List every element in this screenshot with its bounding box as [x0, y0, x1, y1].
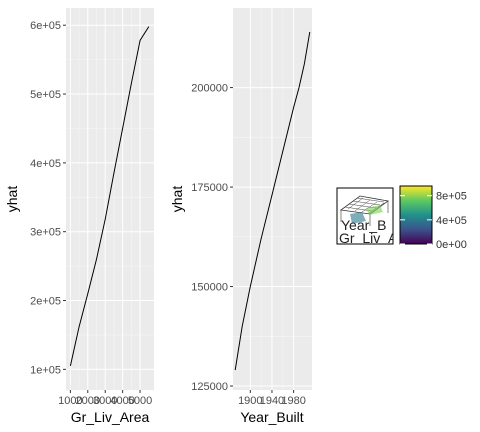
thumbnail-label-area: Gr_Liv_Are: [339, 230, 410, 246]
thumbnail-label-year: Year_B: [341, 217, 386, 233]
y-tick-label: 5e+05: [30, 89, 61, 101]
x-tick-label: 3000: [93, 395, 117, 407]
y-tick-label: 125000: [191, 381, 228, 393]
colorbar-ticks: 8e+05 4e+05 0e+00: [400, 191, 467, 251]
thumbnail-frame: [336, 187, 394, 245]
y-tick-label: 150000: [191, 282, 228, 294]
colorbar-label: 8e+05: [436, 191, 467, 203]
surface-patch-low: [350, 212, 366, 224]
surface-box-edges: [340, 201, 389, 226]
x-tick-label: 1940: [260, 395, 284, 407]
panel-background-2: [233, 8, 312, 390]
x-tick-label: 1000: [58, 395, 82, 407]
colorbar-label: 0e+00: [436, 239, 467, 251]
series-line-gr-liv-area: [69, 26, 150, 367]
y-tick-label: 175000: [191, 182, 228, 194]
ticks-1: 1e+05 2e+05 3e+05 4e+05 5e+05 6e+05 1000200030…: [30, 20, 152, 407]
x-tick-label: 5000: [128, 395, 152, 407]
chart-surface-thumbnail: Year_B Gr_Liv_Are 8e+05 4e+05 0e+00: [336, 185, 467, 251]
gridlines-2: [233, 8, 312, 390]
x-tick-label: 1900: [238, 395, 262, 407]
series-line-year-built: [234, 31, 311, 371]
y-tick-label: 200000: [191, 83, 228, 95]
x-tick-label: 2000: [76, 395, 100, 407]
y-tick-label: 4e+05: [30, 158, 61, 170]
y-tick-label: 2e+05: [30, 296, 61, 308]
y-tick-label: 3e+05: [30, 227, 61, 239]
surface-mesh: [344, 197, 385, 214]
x-tick-label: 1980: [281, 395, 305, 407]
surface-patch-high: [366, 205, 383, 215]
colorbar-label: 4e+05: [436, 215, 467, 227]
thumbnail-surface: Year_B Gr_Liv_Are: [339, 195, 410, 246]
y-tick-label: 6e+05: [30, 20, 61, 32]
gridlines-1: [66, 8, 154, 390]
chart-gr-liv-area: 1e+05 2e+05 3e+05 4e+05 5e+05 6e+05 1000200030…: [4, 8, 154, 425]
colorbar: [399, 185, 433, 245]
y-axis-title-2: yhat: [169, 186, 185, 213]
x-tick-label: 4000: [110, 395, 134, 407]
panel-background-1: [66, 8, 154, 390]
y-axis-title-1: yhat: [4, 186, 20, 213]
y-tick-label: 1e+05: [30, 364, 61, 376]
x-axis-title-1: Gr_Liv_Area: [71, 409, 150, 425]
x-axis-title-2: Year_Built: [240, 409, 303, 425]
